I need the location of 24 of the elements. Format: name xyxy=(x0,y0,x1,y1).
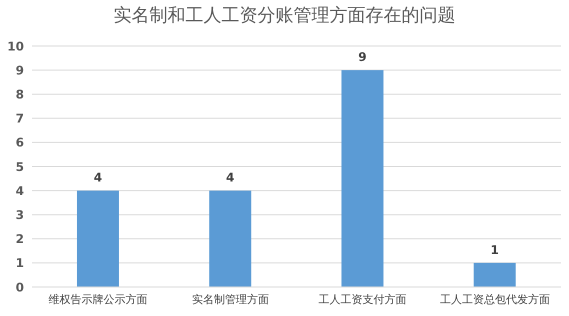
y-tick-label: 6 xyxy=(16,136,24,150)
x-tick-label: 维权告示牌公示方面 xyxy=(48,292,148,306)
x-tick-label: 实名制管理方面 xyxy=(192,292,269,306)
y-tick-label: 9 xyxy=(16,63,24,78)
y-tick-label: 2 xyxy=(16,232,24,246)
x-tick-label: 工人工资总包代发方面 xyxy=(440,292,550,306)
y-tick-label: 3 xyxy=(16,208,24,222)
y-tick-label: 7 xyxy=(16,112,24,126)
data-label: 4 xyxy=(94,170,102,185)
x-tick-label: 工人工资支付方面 xyxy=(318,292,407,306)
y-tick-label: 8 xyxy=(16,87,24,102)
y-tick-label: 0 xyxy=(16,280,24,294)
data-label: 9 xyxy=(358,50,367,64)
chart-title: 实名制和工人工资分账管理方面存在的问题 xyxy=(112,4,456,28)
y-tick-label: 1 xyxy=(16,256,24,270)
bar xyxy=(341,70,384,287)
bar xyxy=(209,190,252,287)
data-label: 4 xyxy=(226,170,234,185)
y-tick-label: 10 xyxy=(7,39,24,54)
y-tick-label: 5 xyxy=(16,160,24,174)
bar xyxy=(76,190,119,287)
y-tick-label: 4 xyxy=(16,184,24,198)
bar xyxy=(474,262,516,287)
data-label: 1 xyxy=(490,242,499,257)
